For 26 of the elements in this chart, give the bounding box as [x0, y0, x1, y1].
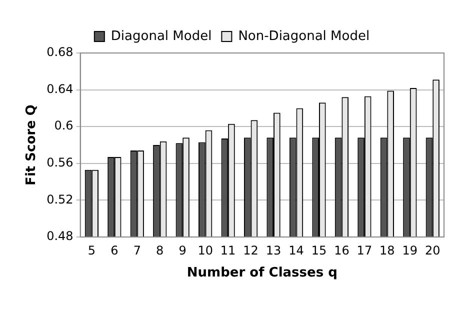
x-tick-label: 18	[380, 243, 395, 258]
y-tick-label: 0.52	[46, 192, 74, 206]
x-tick-label: 14	[288, 243, 304, 258]
x-tick-label: 15	[311, 243, 327, 258]
y-axis-title: Fit Score Q	[24, 104, 40, 186]
x-tick-label: 9	[178, 243, 186, 258]
x-tick-label: 19	[402, 243, 418, 258]
x-tick-label: 12	[243, 243, 258, 258]
x-tick-label: 13	[266, 243, 282, 258]
x-tick-label: 6	[110, 243, 118, 258]
legend-label: Non-Diagonal Model	[238, 28, 370, 44]
x-axis-title: Number of Classes q	[186, 266, 338, 281]
x-tick-label: 17	[356, 243, 372, 258]
x-tick-label: 16	[334, 243, 350, 258]
x-tick-label: 11	[220, 243, 236, 258]
x-tick-label: 8	[156, 243, 164, 258]
x-tick-label: 7	[133, 243, 141, 258]
y-tick-label: 0.6	[54, 118, 74, 133]
x-tick-label: 10	[198, 243, 213, 258]
y-tick-label: 0.48	[46, 229, 74, 244]
y-tick-label: 0.56	[46, 156, 74, 170]
x-tick-label: 20	[424, 243, 440, 258]
legend-label: Diagonal Model	[110, 28, 212, 44]
x-tick-label: 5	[88, 243, 96, 258]
y-tick-label: 0.68	[46, 45, 74, 60]
y-tick-label: 0.64	[46, 82, 74, 96]
